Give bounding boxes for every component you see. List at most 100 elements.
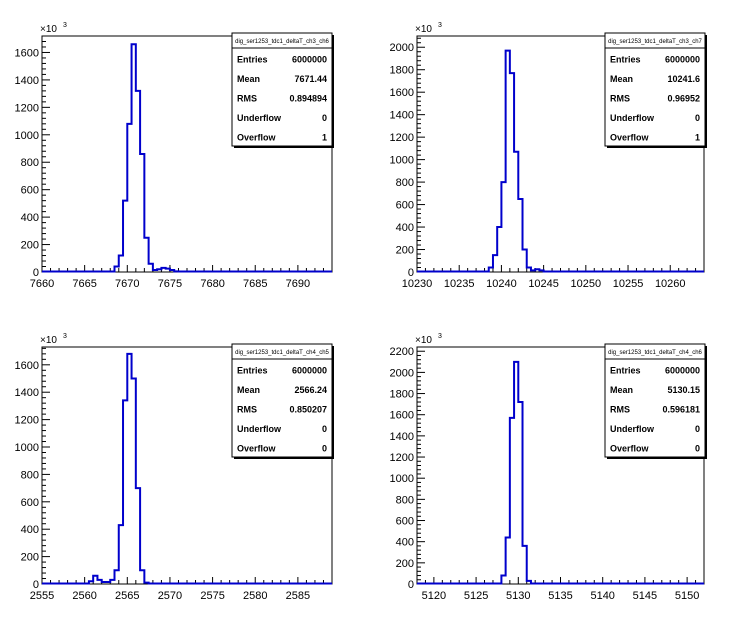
y-tick-label: 200 (396, 245, 414, 257)
y-exponent-superscript: 3 (438, 333, 442, 340)
stats-label: Mean (610, 74, 633, 84)
x-tick-label: 2560 (72, 590, 96, 602)
y-tick-label: 2200 (390, 346, 414, 358)
histogram-line (417, 360, 704, 585)
y-tick-label: 200 (21, 552, 39, 564)
stats-label: Overflow (237, 443, 277, 453)
y-tick-label: 400 (396, 222, 414, 234)
stats-value: 0 (695, 443, 700, 453)
x-tick-label: 2575 (200, 590, 224, 602)
stats-title: dig_ser1253_tdc1_deltaT_ch4_ch6 (608, 350, 702, 356)
y-tick-label: 1400 (390, 431, 414, 443)
x-tick-label: 7680 (200, 278, 224, 290)
stats-label: Underflow (610, 424, 655, 434)
y-tick-label: 2000 (390, 42, 414, 54)
x-tick-label: 2565 (115, 590, 139, 602)
y-tick-label: 0 (33, 579, 39, 591)
y-tick-label: 1400 (15, 387, 39, 399)
y-tick-label: 400 (21, 524, 39, 536)
x-tick-label: 2580 (243, 590, 267, 602)
y-tick-label: 1800 (390, 65, 414, 77)
stats-label: RMS (237, 94, 257, 104)
histogram-panel-1: 7660 7665 7670 7675 7680 7685 7690 0 200 400 600 80… (15, 22, 334, 290)
x-tick-label: 2570 (158, 590, 182, 602)
histogram-panel-2: 10230 10235 10240 10245 10250 10255 10260 0 200 4… (390, 22, 707, 290)
y-tick-label: 1600 (390, 87, 414, 99)
y-tick-label: 800 (21, 469, 39, 481)
stats-box: dig_ser1253_tdc1_deltaT_ch4_ch5 Entries 60… (231, 343, 334, 459)
stats-label: Entries (610, 366, 641, 376)
y-tick-label: 0 (408, 579, 414, 591)
y-exponent-superscript: 3 (63, 22, 67, 29)
y-tick-label: 600 (396, 516, 414, 528)
histogram-line (417, 49, 704, 273)
stats-label: Entries (237, 55, 268, 65)
x-tick-label: 7690 (286, 278, 310, 290)
stats-title: dig_ser1253_tdc1_deltaT_ch4_ch5 (235, 350, 329, 356)
y-exponent-label: ×10 (415, 24, 432, 35)
x-tick-label: 10240 (486, 278, 517, 290)
stats-label: Mean (237, 385, 260, 395)
stats-label: Mean (237, 74, 260, 84)
stats-value: 6000000 (292, 366, 327, 376)
x-tick-label: 5125 (464, 590, 488, 602)
stats-value: 0 (322, 424, 327, 434)
stats-value: 1 (322, 132, 327, 142)
x-tick-label: 5135 (548, 590, 572, 602)
y-tick-label: 1600 (390, 410, 414, 422)
stats-label: Entries (610, 55, 641, 65)
x-tick-label: 10245 (528, 278, 559, 290)
y-tick-label: 600 (396, 200, 414, 212)
y-exponent-superscript: 3 (63, 333, 67, 340)
y-exponent-label: ×10 (40, 24, 57, 35)
y-tick-label: 200 (396, 558, 414, 570)
y-tick-label: 1000 (390, 155, 414, 167)
x-tick-label: 7685 (243, 278, 267, 290)
x-tick-label: 5130 (506, 590, 530, 602)
x-tick-label: 5145 (633, 590, 657, 602)
x-tick-label: 7675 (158, 278, 182, 290)
y-tick-label: 800 (21, 157, 39, 169)
stats-label: Underflow (610, 113, 655, 123)
x-tick-label: 10260 (655, 278, 686, 290)
x-tick-label: 5150 (675, 590, 699, 602)
y-tick-label: 1200 (15, 102, 39, 114)
y-tick-label: 800 (396, 177, 414, 189)
y-exponent-superscript: 3 (438, 22, 442, 29)
stats-value: 2566.24 (294, 385, 327, 395)
y-tick-label: 1600 (15, 360, 39, 372)
stats-value: 1 (695, 132, 700, 142)
x-tick-label: 5120 (422, 590, 446, 602)
stats-label: RMS (610, 405, 630, 415)
stats-label: Overflow (610, 443, 650, 453)
y-tick-label: 1800 (390, 389, 414, 401)
y-tick-label: 1000 (15, 442, 39, 454)
y-tick-label: 0 (408, 267, 414, 279)
stats-value: 0.850207 (289, 405, 327, 415)
stats-label: RMS (610, 94, 630, 104)
y-tick-label: 1600 (15, 47, 39, 59)
y-tick-label: 200 (21, 240, 39, 252)
stats-value: 5130.15 (667, 385, 700, 395)
stats-box: dig_ser1253_tdc1_deltaT_ch4_ch6 Entries 60… (604, 343, 707, 459)
x-tick-label: 7665 (72, 278, 96, 290)
stats-value: 6000000 (292, 55, 327, 65)
stats-label: Mean (610, 385, 633, 395)
stats-value: 6000000 (665, 366, 700, 376)
stats-title: dig_ser1253_tdc1_deltaT_ch3_ch7 (608, 39, 702, 45)
stats-value: 0.96952 (667, 94, 700, 104)
histogram-line (42, 352, 332, 585)
x-tick-label: 10250 (571, 278, 602, 290)
stats-value: 7671.44 (294, 74, 327, 84)
stats-value: 6000000 (665, 55, 700, 65)
y-tick-label: 1200 (390, 452, 414, 464)
stats-value: 0.894894 (289, 94, 327, 104)
stats-box: dig_ser1253_tdc1_deltaT_ch3_ch7 Entries 60… (604, 32, 707, 148)
y-tick-label: 1000 (390, 473, 414, 485)
stats-box: dig_ser1253_tdc1_deltaT_ch3_ch6 Entries 60… (231, 32, 334, 148)
y-exponent-label: ×10 (415, 335, 432, 346)
y-tick-label: 400 (396, 537, 414, 549)
histogram-panel-3: 2555 2560 2565 2570 2575 2580 2585 0 200 400 600 80… (15, 333, 334, 602)
y-tick-label: 1000 (15, 130, 39, 142)
